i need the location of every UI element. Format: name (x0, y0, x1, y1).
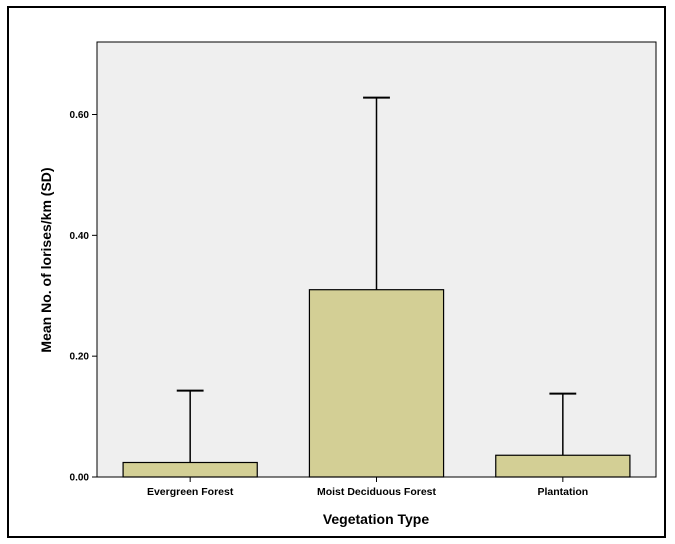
x-tick-label: Plantation (537, 486, 588, 498)
y-axis-title: Mean No. of lorises/km (SD) (38, 167, 54, 352)
bar (308, 289, 445, 478)
x-tick-label: Moist Deciduous Forest (317, 486, 437, 498)
y-tick-label: 0.60 (70, 110, 90, 121)
y-axis: 0.00 0.20 0.40 0.60 (70, 110, 97, 484)
x-axis-title: Vegetation Type (323, 511, 430, 527)
bar (495, 454, 631, 478)
bars (122, 96, 631, 478)
x-axis: Evergreen Forest Moist Deciduous Forest Pl… (147, 477, 588, 498)
y-tick-label: 0.40 (70, 231, 90, 242)
x-tick-label: Evergreen Forest (147, 486, 234, 498)
bar (122, 461, 258, 478)
y-tick-label: 0.20 (70, 352, 90, 363)
y-tick-label: 0.00 (70, 473, 90, 484)
